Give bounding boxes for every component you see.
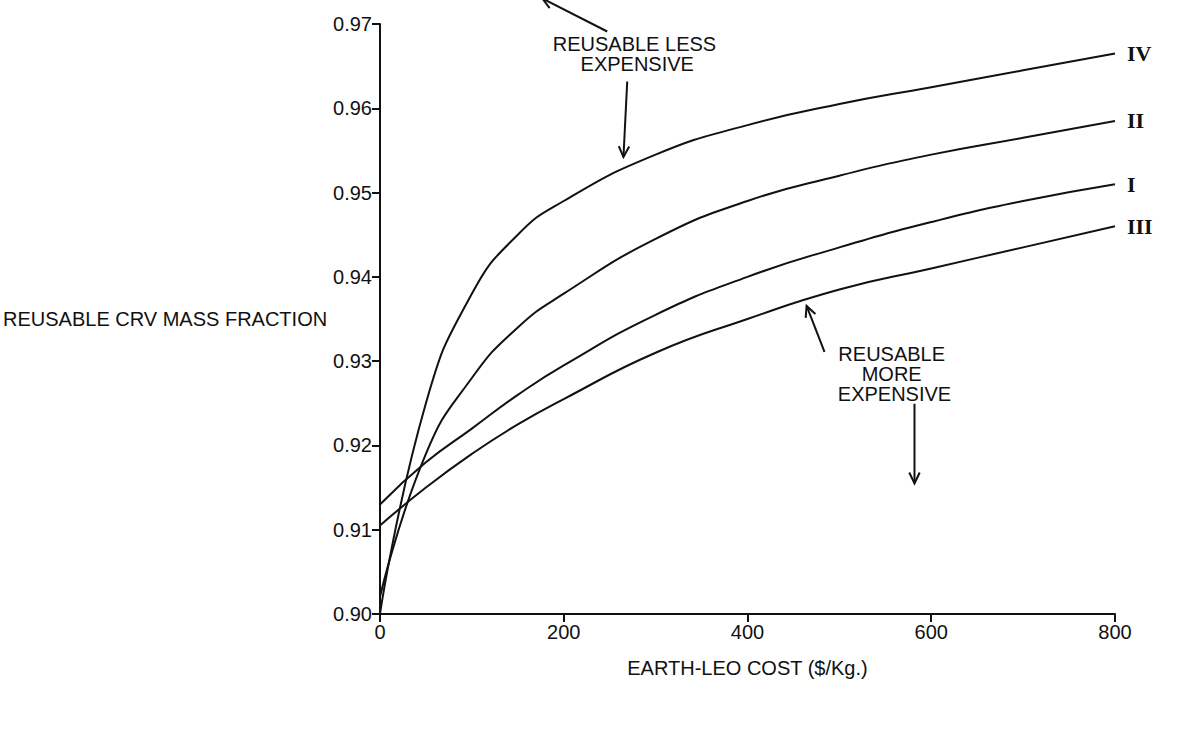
svg-text:EXPENSIVE: EXPENSIVE (581, 53, 694, 75)
svg-text:MORE: MORE (862, 363, 928, 385)
svg-text:II: II (1127, 108, 1144, 133)
svg-text:I: I (1127, 172, 1136, 197)
svg-text:0: 0 (374, 621, 385, 643)
svg-text:0.95: 0.95 (333, 182, 372, 204)
svg-text:200: 200 (547, 621, 580, 643)
svg-text:0.96: 0.96 (333, 97, 372, 119)
svg-text:REUSABLE LESS: REUSABLE LESS (553, 33, 722, 55)
svg-text:III: III (1127, 214, 1153, 239)
svg-text:0.90: 0.90 (333, 603, 372, 625)
svg-text:800: 800 (1098, 621, 1131, 643)
svg-text:REUSABLE: REUSABLE (838, 343, 950, 365)
svg-text:400: 400 (731, 621, 764, 643)
svg-text:0.97: 0.97 (333, 13, 372, 35)
svg-text:IV: IV (1127, 41, 1152, 66)
svg-text:REUSABLE CRV MASS FRACTION: REUSABLE CRV MASS FRACTION (3, 308, 327, 330)
svg-text:600: 600 (915, 621, 948, 643)
svg-text:0.93: 0.93 (333, 350, 372, 372)
svg-text:0.91: 0.91 (333, 519, 372, 541)
svg-text:EARTH-LEO COST ($/Kg.): EARTH-LEO COST ($/Kg.) (627, 657, 867, 679)
svg-text:0.92: 0.92 (333, 434, 372, 456)
svg-text:0.94: 0.94 (333, 266, 372, 288)
svg-text:EXPENSIVE: EXPENSIVE (838, 383, 951, 405)
